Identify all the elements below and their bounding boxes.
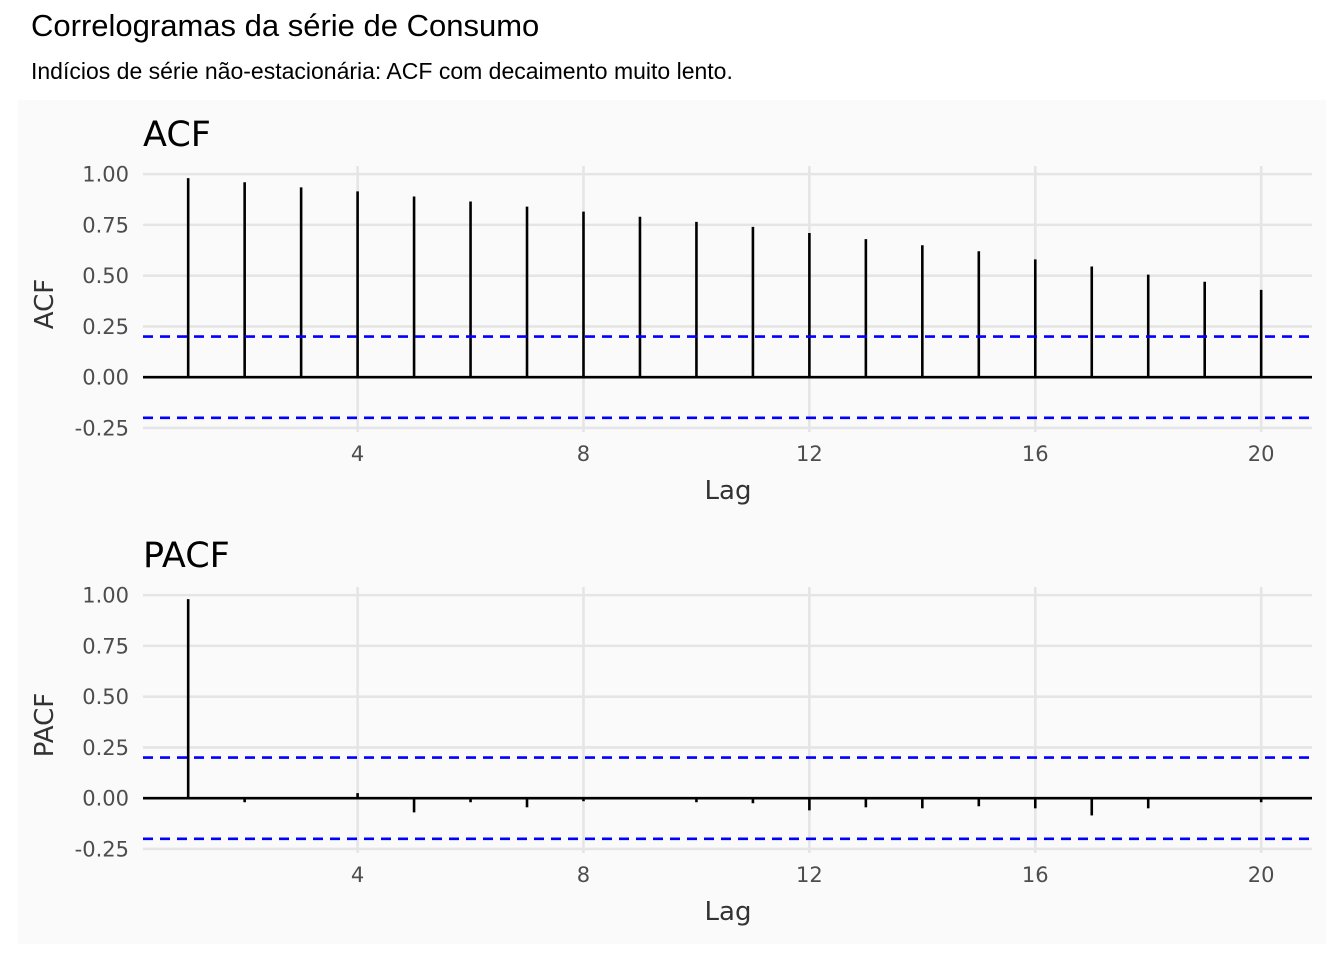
pacf-gridlines [143, 587, 1312, 853]
pacf-y-tick-labels: -0.25 0.00 0.25 0.50 0.75 1.00 [75, 584, 129, 862]
acf-x-tick-label: 4 [351, 442, 364, 466]
acf-x-tick-label: 20 [1248, 442, 1275, 466]
pacf-x-tick-label: 12 [796, 863, 823, 887]
acf-y-tick-label: 0.50 [82, 264, 129, 288]
pacf-x-tick-label: 20 [1248, 863, 1275, 887]
pacf-panel-title: PACF [143, 536, 230, 576]
pacf-y-tick-label: 1.00 [82, 584, 129, 608]
acf-x-tick-label: 16 [1022, 442, 1049, 466]
acf-x-tick-label: 8 [577, 442, 590, 466]
pacf-y-tick-label: 0.50 [82, 685, 129, 709]
page-subtitle: Indícios de série não-estacionária: ACF … [31, 58, 733, 84]
acf-panel: ACF Lag ACF -0.25 0.00 0.25 0.50 0.75 1.00 4 8… [30, 115, 1312, 506]
acf-confidence-lines [143, 335, 1312, 420]
pacf-panel: PACF Lag PACF -0.250.000.250.500.751.00 … [30, 536, 1312, 927]
pacf-x-axis-title: Lag [705, 897, 752, 927]
pacf-x-tick-labels: 4 8 12 16 20 [351, 863, 1275, 887]
acf-y-tick-labels: -0.25 0.00 0.25 0.50 0.75 1.00 [75, 163, 129, 441]
pacf-y-tick-label: 0.75 [82, 634, 129, 658]
page-title: Correlogramas da série de Consumo [31, 8, 540, 43]
acf-y-tick-label: -0.25 [75, 416, 129, 440]
acf-x-tick-label: 12 [796, 442, 823, 466]
pacf-y-axis-title: PACF [30, 693, 60, 757]
acf-y-axis-title: ACF [30, 279, 60, 329]
acf-x-tick-labels: 4 8 12 16 20 [351, 442, 1275, 466]
acf-gridlines [143, 166, 1312, 432]
pacf-x-tick-label: 16 [1022, 863, 1049, 887]
acf-y-tick-label: 0.25 [82, 315, 129, 339]
acf-bars [143, 178, 1312, 379]
acf-y-tick-label: 0.75 [82, 213, 129, 237]
acf-panel-title: ACF [143, 115, 211, 155]
pacf-confidence-lines [143, 756, 1312, 841]
pacf-y-tick-label: 0.00 [82, 787, 129, 811]
plot-background [18, 100, 1326, 944]
pacf-x-tick-label: 8 [577, 863, 590, 887]
pacf-y-tick-label: -0.25 [75, 837, 129, 861]
acf-x-axis-title: Lag [705, 476, 752, 506]
pacf-bars [143, 599, 1312, 816]
acf-y-tick-label: 1.00 [82, 163, 129, 187]
acf-y-tick-label: 0.00 [82, 366, 129, 390]
pacf-x-tick-label: 4 [351, 863, 364, 887]
pacf-y-tick-label: 0.25 [82, 736, 129, 760]
